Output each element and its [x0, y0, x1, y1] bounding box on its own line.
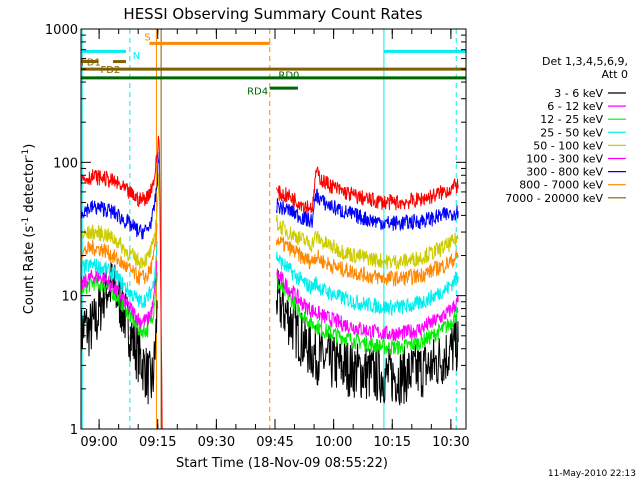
y-tick-label-1: 10 — [61, 290, 78, 305]
series-7-segment-1 — [275, 269, 459, 406]
legend-header-1: Det 1,3,4,5,6,9, — [542, 55, 628, 68]
y-tick-label-3: 1000 — [45, 23, 78, 38]
x-tick-label-2: 09:30 — [198, 435, 235, 450]
y-tick-label-0: 1 — [70, 423, 78, 438]
series-3-segment-1 — [275, 236, 459, 287]
series-3-segment-0 — [81, 222, 158, 286]
x-tick-label-3: 09:45 — [256, 435, 293, 450]
legend-label-5: 100 - 300 keV — [526, 153, 603, 166]
legend-label-6: 300 - 800 keV — [526, 166, 603, 179]
timestamp: 11-May-2010 22:13 — [548, 469, 636, 479]
y-axis-label-sup1: -1 — [21, 217, 31, 226]
y-tick-label-2: 100 — [53, 156, 78, 171]
y-axis-label: Count Rate (s-1 detector-1) — [21, 144, 37, 315]
axes: 1 10 100 1000 09:00 09:15 09:30 09:45 10:00 10:15… — [45, 23, 470, 450]
flag-label-n: N — [133, 51, 140, 62]
y-axis-label-mid: detector — [22, 157, 37, 217]
series-1-segment-0 — [81, 151, 160, 240]
x-tick-label-1: 09:15 — [139, 435, 176, 450]
series-2-segment-0 — [81, 173, 160, 271]
x-axis-label: Start Time (18-Nov-09 08:55:22) — [176, 456, 388, 471]
series-2-segment-1 — [275, 214, 459, 270]
flag-label-rd0: RD0 — [278, 71, 299, 82]
flag-label-fd2: FD2 — [101, 65, 121, 76]
series-6-segment-1 — [276, 276, 459, 356]
series-4-segment-1 — [275, 251, 459, 317]
legend-label-1: 6 - 12 keV — [547, 100, 603, 113]
flag-label-fd1: FD1 — [81, 58, 101, 69]
legend-header-2: Att 0 — [602, 68, 628, 81]
legend-label-0: 3 - 6 keV — [554, 87, 603, 100]
legend-label-7: 800 - 7000 keV — [519, 179, 603, 192]
chart-title: HESSI Observing Summary Count Rates — [123, 5, 422, 23]
x-tick-label-4: 10:00 — [315, 435, 352, 450]
series-0-segment-1 — [275, 166, 459, 214]
series-4-segment-0 — [81, 241, 158, 309]
series-5-segment-0 — [81, 260, 158, 329]
flag-label-s: S — [144, 32, 150, 43]
legend-label-4: 50 - 100 keV — [533, 139, 603, 152]
x-tick-label-0: 09:00 — [80, 435, 117, 450]
y-axis-label-end: ) — [22, 144, 37, 149]
legend-label-3: 25 - 50 keV — [540, 126, 603, 139]
series-1-segment-1 — [275, 188, 459, 232]
legend-label-2: 12 - 25 keV — [540, 113, 603, 126]
series-0-segment-0 — [81, 135, 163, 429]
plot-frame — [80, 28, 467, 430]
flag-label-rd4: RD4 — [247, 87, 268, 98]
x-tick-label-6: 10:30 — [432, 435, 469, 450]
y-axis-label-main: Count Rate (s — [22, 226, 37, 315]
y-axis-label-sup2: -1 — [21, 149, 31, 158]
series-6-segment-0 — [81, 272, 158, 339]
series-5-segment-1 — [276, 268, 459, 342]
legend-label-8: 7000 - 20000 keV — [505, 192, 603, 205]
x-tick-label-5: 10:15 — [374, 435, 411, 450]
